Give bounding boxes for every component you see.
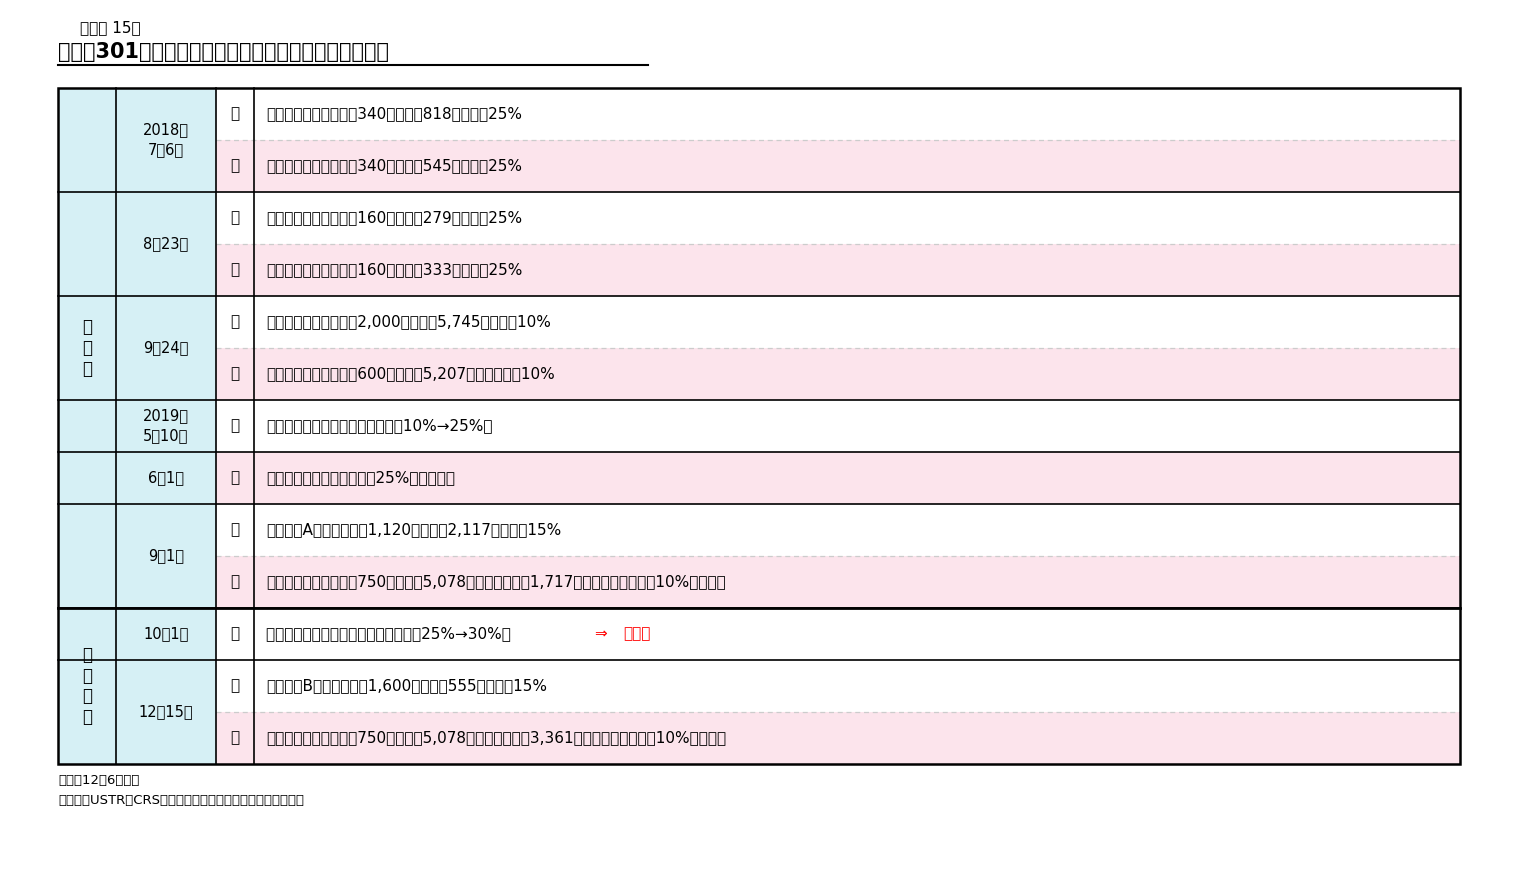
Text: 米: 米 <box>231 418 240 434</box>
Text: 12月15日: 12月15日 <box>138 704 193 720</box>
Text: 米: 米 <box>231 210 240 225</box>
Text: （注）12月6日時点: （注）12月6日時点 <box>58 774 140 787</box>
Text: 【第３弾】対中輸入額2,000億ドル（5,745品目）に10%: 【第３弾】対中輸入額2,000億ドル（5,745品目）に10% <box>266 315 551 330</box>
Text: 10月1日: 10月1日 <box>143 627 188 642</box>
Text: 【第４弾】対米輸入額750億ドル（5,078品目）のうち、3,361品目の関税率を５～10%引き上げ: 【第４弾】対米輸入額750億ドル（5,078品目）のうち、3,361品目の関税率… <box>266 730 726 746</box>
Text: （図表 15）: （図表 15） <box>81 20 141 35</box>
Text: 【第４弾】対米輸入額750億ドル（5,078品目）のうち、1,717品目の関税率を５～10%引き上げ: 【第４弾】対米輸入額750億ドル（5,078品目）のうち、1,717品目の関税率… <box>266 575 726 589</box>
Text: 米: 米 <box>231 522 240 537</box>
Text: 【第３弾】の関税率を引き上げ（10%→25%）: 【第３弾】の関税率を引き上げ（10%→25%） <box>266 418 492 434</box>
Bar <box>216 712 1460 764</box>
Bar <box>58 608 115 764</box>
Bar <box>216 452 1460 504</box>
Text: 2019年
5月10日: 2019年 5月10日 <box>143 409 188 443</box>
Text: 中: 中 <box>231 263 240 277</box>
Text: 【第２弾】対中輸入額160億ドル（279品目）に25%: 【第２弾】対中輸入額160億ドル（279品目）に25% <box>266 210 523 225</box>
Bar <box>115 452 216 504</box>
Bar <box>216 244 1460 296</box>
Text: 8月23日: 8月23日 <box>143 237 188 251</box>
Text: 【第１弾】対中輸入額340億ドル（818品目）に25%: 【第１弾】対中輸入額340億ドル（818品目）に25% <box>266 106 523 122</box>
Bar <box>216 660 1460 712</box>
Bar <box>216 608 1460 660</box>
Text: 6月1日: 6月1日 <box>147 470 184 485</box>
Bar <box>216 88 1460 140</box>
Bar <box>115 608 216 660</box>
Text: 中: 中 <box>231 367 240 382</box>
Bar <box>115 296 216 400</box>
Text: ⇒: ⇒ <box>594 627 617 642</box>
Text: 米: 米 <box>231 106 240 122</box>
Text: 【第３弾】の関税率を最大25%に引き上げ: 【第３弾】の関税率を最大25%に引き上げ <box>266 470 456 485</box>
Text: 9月1日: 9月1日 <box>147 549 184 563</box>
Text: 【第２弾】対米輸入額160億ドル（333品目）に25%: 【第２弾】対米輸入額160億ドル（333品目）に25% <box>266 263 523 277</box>
Bar <box>216 556 1460 608</box>
Text: 先送り: 先送り <box>624 627 652 642</box>
Bar <box>115 504 216 608</box>
Text: 米: 米 <box>231 627 240 642</box>
Text: 【第４弾A】対中輸入額1,120億ドル（2,117品目）に15%: 【第４弾A】対中輸入額1,120億ドル（2,117品目）に15% <box>266 522 561 537</box>
Text: 中: 中 <box>231 158 240 173</box>
Bar <box>115 192 216 296</box>
Bar <box>115 88 216 192</box>
Bar <box>216 192 1460 244</box>
Text: 中: 中 <box>231 575 240 589</box>
Text: 【第１弾】対米輸入額340億ドル（545品目）に25%: 【第１弾】対米輸入額340億ドル（545品目）に25% <box>266 158 523 173</box>
Text: 米: 米 <box>231 315 240 330</box>
Bar <box>216 348 1460 400</box>
Text: 【第１～３弾】の関税率を引き上げ（25%→30%）: 【第１～３弾】の関税率を引き上げ（25%→30%） <box>266 627 521 642</box>
Text: 2018年
7月6日: 2018年 7月6日 <box>143 122 188 157</box>
Text: 通商法301条に基づく米国の対中関税と中国の制裁措置: 通商法301条に基づく米国の対中関税と中国の制裁措置 <box>58 42 389 62</box>
Bar <box>58 88 1460 764</box>
Text: 中: 中 <box>231 470 240 485</box>
Bar <box>216 400 1460 452</box>
Text: 米: 米 <box>231 679 240 694</box>
Text: 【第４弾B】対中輸入額1,600億ドル（555品目）に15%: 【第４弾B】対中輸入額1,600億ドル（555品目）に15% <box>266 679 547 694</box>
Text: 既
実
施: 既 実 施 <box>82 318 93 378</box>
Text: （資料）USTR、CRS、各種報道よりニッセイ基礎研究所作成: （資料）USTR、CRS、各種報道よりニッセイ基礎研究所作成 <box>58 794 304 807</box>
Bar <box>115 400 216 452</box>
Bar <box>58 88 115 608</box>
Bar <box>216 296 1460 348</box>
Bar <box>216 140 1460 192</box>
Text: 中: 中 <box>231 730 240 746</box>
Bar <box>216 504 1460 556</box>
Text: 実
施
予
定: 実 施 予 定 <box>82 645 93 726</box>
Text: 9月24日: 9月24日 <box>143 341 188 356</box>
Bar <box>115 660 216 764</box>
Text: 【第３弾】対米輸入額600億ドル（5,207品目）に５～10%: 【第３弾】対米輸入額600億ドル（5,207品目）に５～10% <box>266 367 554 382</box>
